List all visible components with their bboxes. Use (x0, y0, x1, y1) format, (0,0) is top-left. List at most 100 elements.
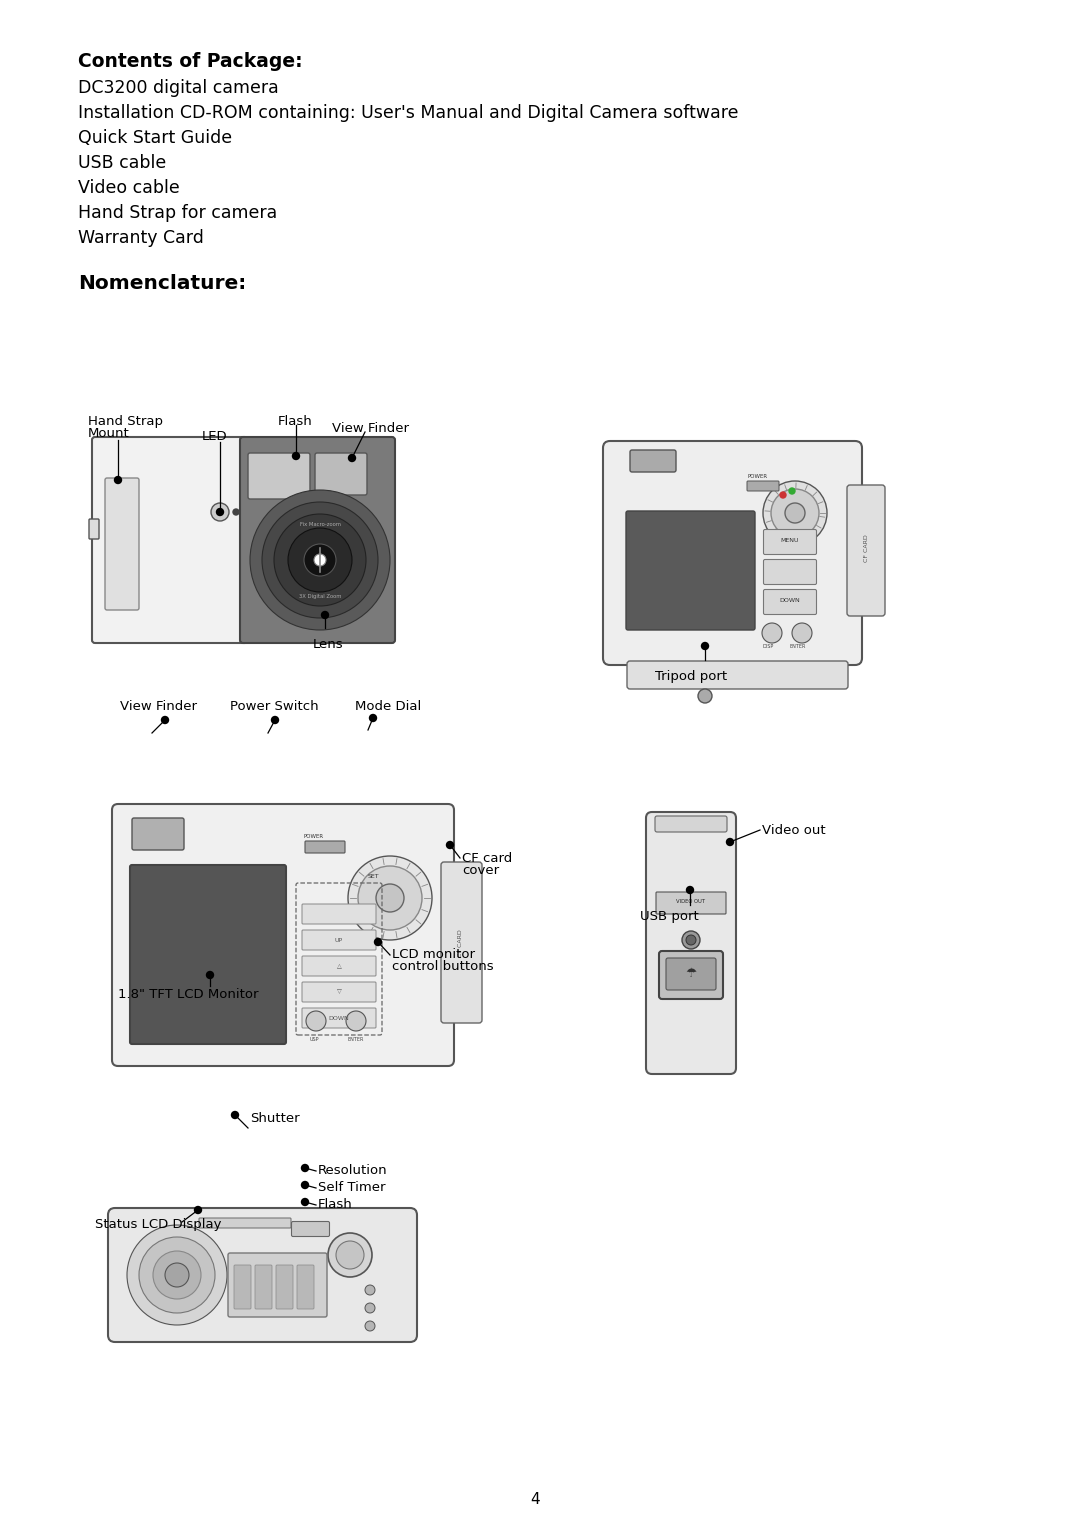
Text: DOWN: DOWN (328, 1016, 349, 1020)
FancyBboxPatch shape (108, 1208, 417, 1342)
FancyBboxPatch shape (764, 589, 816, 614)
Circle shape (206, 972, 214, 978)
FancyBboxPatch shape (199, 1218, 291, 1228)
Circle shape (348, 856, 432, 940)
Text: Mount: Mount (87, 426, 130, 440)
Text: POWER: POWER (303, 835, 324, 839)
Circle shape (249, 490, 390, 631)
FancyBboxPatch shape (627, 661, 848, 688)
Text: Warranty Card: Warranty Card (78, 228, 204, 247)
Circle shape (274, 513, 366, 606)
Circle shape (301, 1199, 309, 1206)
Text: Flash: Flash (278, 414, 313, 428)
Circle shape (365, 1285, 375, 1295)
Text: USB cable: USB cable (78, 154, 166, 172)
Text: LCD monitor: LCD monitor (392, 947, 475, 961)
Text: Power Switch: Power Switch (230, 701, 319, 713)
Circle shape (306, 1011, 326, 1031)
FancyBboxPatch shape (315, 452, 367, 495)
Circle shape (780, 492, 786, 498)
Circle shape (165, 1263, 189, 1287)
Circle shape (231, 1112, 239, 1118)
Circle shape (727, 839, 733, 845)
FancyBboxPatch shape (626, 512, 755, 631)
Circle shape (698, 688, 712, 704)
Circle shape (262, 503, 378, 618)
FancyBboxPatch shape (89, 519, 99, 539)
FancyBboxPatch shape (764, 530, 816, 554)
Text: ENTER: ENTER (789, 644, 806, 649)
Circle shape (301, 1182, 309, 1188)
Circle shape (771, 489, 819, 538)
Text: Installation CD-ROM containing: User's Manual and Digital Camera software: Installation CD-ROM containing: User's M… (78, 104, 739, 122)
FancyBboxPatch shape (302, 982, 376, 1002)
FancyBboxPatch shape (302, 956, 376, 976)
FancyBboxPatch shape (302, 931, 376, 950)
Text: DC3200 digital camera: DC3200 digital camera (78, 79, 279, 97)
Text: Hand Strap for camera: Hand Strap for camera (78, 204, 278, 222)
Circle shape (762, 623, 782, 643)
Text: Self Timer: Self Timer (318, 1180, 386, 1194)
Circle shape (681, 931, 700, 949)
Circle shape (687, 886, 693, 894)
Text: ☂: ☂ (686, 967, 697, 979)
Circle shape (369, 714, 377, 722)
FancyBboxPatch shape (292, 1221, 329, 1237)
Text: cover: cover (462, 864, 499, 877)
Circle shape (686, 935, 696, 944)
Circle shape (789, 487, 795, 493)
Circle shape (127, 1224, 227, 1325)
FancyBboxPatch shape (305, 841, 345, 853)
FancyBboxPatch shape (297, 1266, 314, 1308)
Text: USP: USP (309, 1037, 319, 1042)
Text: Nomenclature:: Nomenclature: (78, 274, 246, 292)
FancyBboxPatch shape (255, 1266, 272, 1308)
Text: USB port: USB port (640, 911, 699, 923)
Circle shape (288, 528, 352, 592)
FancyBboxPatch shape (240, 437, 395, 643)
FancyBboxPatch shape (747, 481, 779, 490)
FancyBboxPatch shape (656, 892, 726, 914)
Text: CF card: CF card (462, 851, 512, 865)
FancyBboxPatch shape (132, 818, 184, 850)
Circle shape (365, 1320, 375, 1331)
Text: View Finder: View Finder (332, 422, 409, 436)
Circle shape (785, 503, 805, 522)
FancyBboxPatch shape (105, 478, 139, 611)
Text: ▽: ▽ (337, 990, 341, 995)
Circle shape (792, 623, 812, 643)
FancyBboxPatch shape (228, 1253, 327, 1317)
Text: ENTER: ENTER (348, 1037, 364, 1042)
Circle shape (293, 452, 299, 460)
Circle shape (216, 509, 224, 515)
Text: Shutter: Shutter (249, 1112, 299, 1125)
Circle shape (303, 544, 336, 576)
Text: Flash: Flash (318, 1199, 353, 1211)
FancyBboxPatch shape (441, 862, 482, 1023)
Text: Lens: Lens (313, 638, 343, 650)
FancyBboxPatch shape (302, 1008, 376, 1028)
Text: 1.8" TFT LCD Monitor: 1.8" TFT LCD Monitor (118, 988, 258, 1001)
Text: Video out: Video out (762, 824, 825, 838)
Text: SET: SET (367, 874, 379, 879)
Text: Tripod port: Tripod port (654, 670, 727, 682)
Circle shape (271, 716, 279, 723)
FancyBboxPatch shape (659, 950, 723, 999)
Text: CF CARD: CF CARD (864, 535, 868, 562)
Circle shape (762, 481, 827, 545)
FancyBboxPatch shape (234, 1266, 251, 1308)
Circle shape (153, 1250, 201, 1299)
Circle shape (357, 867, 422, 931)
Circle shape (336, 1241, 364, 1269)
FancyBboxPatch shape (764, 559, 816, 585)
FancyBboxPatch shape (130, 865, 286, 1043)
Text: Fix Macro-zoom: Fix Macro-zoom (299, 521, 340, 527)
Circle shape (233, 509, 239, 515)
Text: DOWN: DOWN (780, 599, 800, 603)
FancyBboxPatch shape (630, 449, 676, 472)
Circle shape (211, 503, 229, 521)
FancyBboxPatch shape (603, 442, 862, 666)
Circle shape (314, 554, 326, 567)
Circle shape (365, 1304, 375, 1313)
FancyBboxPatch shape (847, 484, 885, 615)
